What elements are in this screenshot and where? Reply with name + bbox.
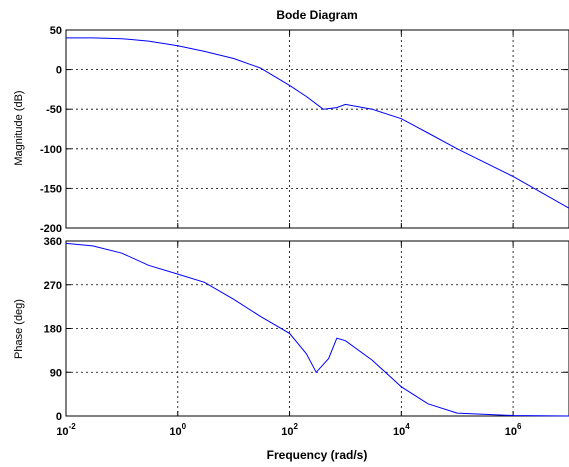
magnitude-plot-frame bbox=[65, 29, 569, 229]
magnitude-y-tick-label: -100 bbox=[40, 144, 62, 156]
phase-y-tick-label: 90 bbox=[50, 367, 62, 379]
phase-y-tick-label: 360 bbox=[44, 236, 62, 248]
magnitude-axis-label: Magnitude (dB) bbox=[13, 90, 25, 165]
phase-y-tick-label: 0 bbox=[56, 411, 62, 423]
phase-axis-label: Phase (deg) bbox=[13, 299, 25, 359]
phase-response-line bbox=[65, 242, 569, 417]
frequency-tick-label: 102 bbox=[281, 422, 298, 438]
magnitude-y-tick-label: -50 bbox=[46, 104, 62, 116]
magnitude-response-line bbox=[66, 37, 569, 209]
frequency-tick-label: 106 bbox=[505, 422, 522, 438]
magnitude-y-tick-label: 0 bbox=[56, 65, 62, 77]
chart-title: Bode Diagram bbox=[276, 8, 357, 22]
frequency-axis-label: Frequency (rad/s) bbox=[267, 448, 368, 462]
phase-plot: 360 270 180 90 010-2 100 102 104 106 bbox=[44, 236, 569, 438]
phase-y-tick-label: 270 bbox=[44, 280, 62, 292]
magnitude-y-tick-label: 50 bbox=[50, 25, 62, 37]
magnitude-y-tick-label: -200 bbox=[40, 223, 62, 235]
magnitude-plot: 50 0 -50 -100 -150 -200 bbox=[40, 25, 569, 235]
frequency-tick-label: 10-2 bbox=[56, 422, 76, 438]
phase-y-tick-label: 180 bbox=[44, 324, 62, 336]
frequency-tick-label: 100 bbox=[169, 422, 186, 438]
frequency-tick-label: 104 bbox=[393, 422, 410, 438]
magnitude-y-tick-label: -150 bbox=[40, 183, 62, 195]
